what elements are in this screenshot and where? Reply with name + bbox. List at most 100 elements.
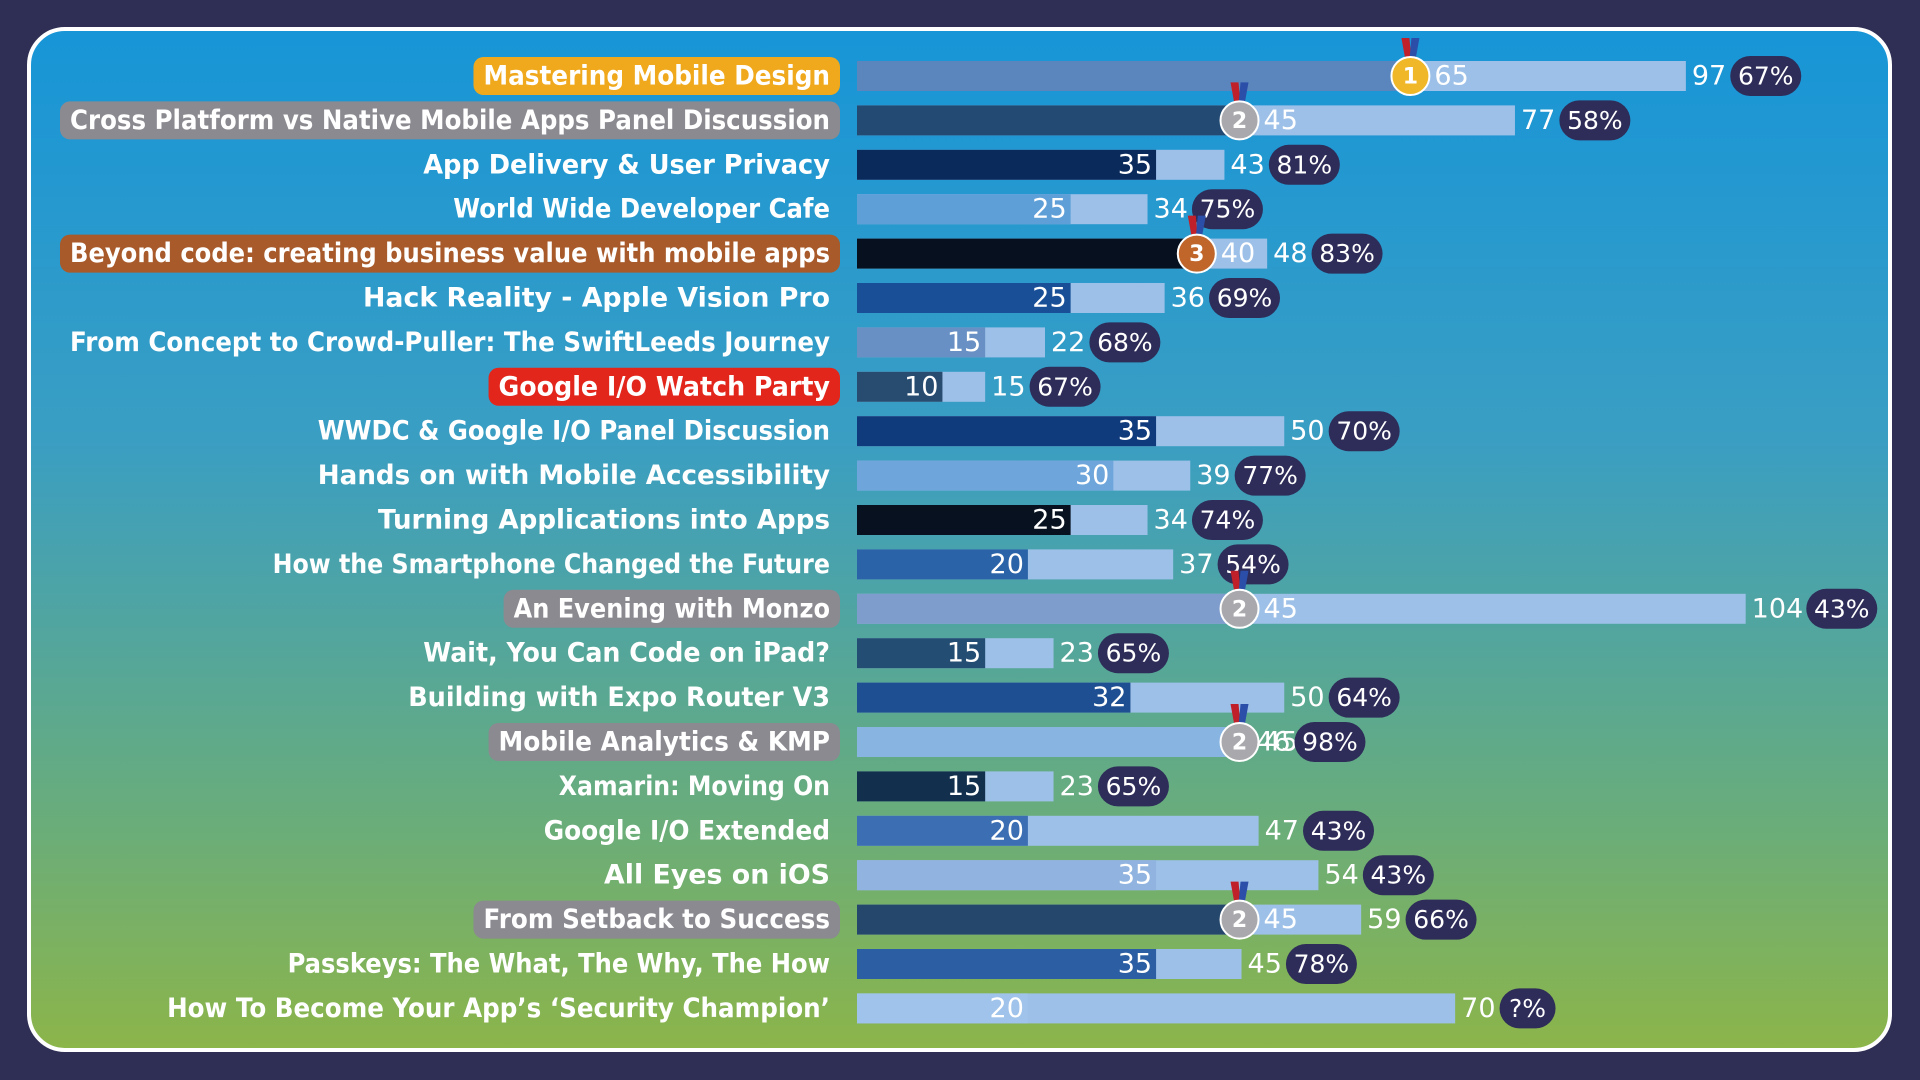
row-label: From Setback to Success: [484, 904, 831, 935]
attended-value: 15: [947, 771, 981, 802]
row-label: Google I/O Extended: [544, 815, 830, 846]
attended-bar: [857, 194, 1071, 225]
row-label: Xamarin: Moving On: [559, 771, 830, 802]
attended-value: 20: [990, 993, 1024, 1024]
registered-value: 70: [1461, 993, 1495, 1024]
medal-ribbon: [1230, 570, 1241, 593]
attended-value: 25: [1032, 194, 1066, 225]
registered-value: 34: [1154, 505, 1188, 536]
rate-value: 81%: [1277, 150, 1333, 179]
rate-pill: [1029, 366, 1101, 407]
row-label: How To Become Your App’s ‘Security Champ…: [167, 993, 830, 1024]
attended-bar: [857, 505, 1071, 535]
rate-pill: [1097, 633, 1169, 674]
registered-value: 37: [1179, 549, 1213, 580]
row-label: App Delivery & User Privacy: [423, 149, 830, 180]
row-label: WWDC & Google I/O Panel Discussion: [318, 416, 830, 447]
registered-value: 50: [1290, 416, 1324, 447]
medal-ribbon: [1238, 82, 1249, 105]
attended-bar: [857, 593, 1242, 624]
row-label: From Concept to Crowd-Puller: The SwiftL…: [70, 327, 830, 358]
attended-bar: [857, 105, 1242, 136]
medal-rank: 1: [1403, 65, 1418, 90]
attended-bar: [857, 682, 1131, 713]
row-label: Turning Applications into Apps: [378, 505, 830, 536]
rate-pill: [1405, 899, 1477, 940]
rate-pill: [1191, 500, 1263, 540]
registered-value: 23: [1060, 771, 1094, 802]
registered-value: 104: [1752, 593, 1804, 624]
rate-value: 70%: [1336, 417, 1392, 446]
rate-pill: [1268, 144, 1340, 185]
rate-pill: [1097, 766, 1169, 807]
attended-bar: [857, 993, 1028, 1024]
rate-value: 67%: [1037, 372, 1093, 401]
medal-icon: [1176, 233, 1217, 274]
medal-ribbon: [1238, 704, 1249, 726]
rate-value: 65%: [1106, 772, 1162, 801]
rate-value: 66%: [1413, 905, 1469, 934]
registered-value: 47: [1265, 815, 1299, 846]
registered-value: 43: [1230, 149, 1264, 180]
registered-value: 59: [1367, 904, 1401, 935]
rate-pill: [1191, 189, 1263, 230]
attended-bar: [857, 771, 986, 802]
registered-value: 48: [1273, 238, 1307, 269]
row-label: Google I/O Watch Party: [499, 371, 831, 402]
attended-value: 25: [1032, 505, 1066, 536]
rate-pill: [1328, 677, 1400, 718]
rate-value: 75%: [1200, 195, 1256, 224]
medal-rank: 2: [1232, 597, 1247, 622]
attended-value: 45: [1264, 593, 1298, 624]
rate-value: 74%: [1200, 506, 1256, 535]
rate-value: 67%: [1738, 62, 1794, 91]
attended-value: 32: [1092, 682, 1126, 713]
medal-rank: 2: [1232, 908, 1247, 933]
attended-value: 35: [1118, 416, 1152, 447]
registered-value: 50: [1290, 682, 1324, 713]
row-label-highlight: [60, 101, 840, 140]
attended-bar: [857, 815, 1028, 846]
medal-ribbon: [1409, 38, 1420, 60]
row-label-highlight: [473, 900, 840, 939]
medal-icon: [1219, 722, 1260, 762]
rate-value: 58%: [1567, 106, 1623, 135]
row-label: Hands on with Mobile Accessibility: [318, 460, 831, 491]
medal-ribbon: [1230, 704, 1241, 726]
rate-pill: [1806, 588, 1878, 629]
row-label: Hack Reality - Apple Vision Pro: [363, 283, 830, 314]
registered-value: 23: [1060, 638, 1094, 669]
attended-value: 25: [1032, 283, 1066, 314]
attended-bar: [857, 860, 1157, 891]
row-label: Building with Expo Router V3: [408, 682, 830, 713]
attended-value: 45: [1264, 904, 1298, 935]
registered-value: 54: [1324, 860, 1358, 891]
row-label: Mobile Analytics & KMP: [499, 727, 831, 758]
rate-pill: [1209, 278, 1281, 318]
rate-value: 83%: [1319, 239, 1375, 268]
registered-value: 46: [1256, 727, 1290, 758]
attended-value: 20: [990, 549, 1024, 580]
rate-value: 78%: [1294, 950, 1350, 979]
attended-bar: [857, 638, 986, 669]
rate-pill: [1294, 722, 1366, 762]
medal-rank: 2: [1232, 731, 1247, 756]
row-label-highlight: [488, 723, 840, 761]
medal-icon: [1219, 899, 1260, 940]
row-label: World Wide Developer Cafe: [453, 194, 830, 225]
attended-value: 40: [1221, 238, 1255, 269]
rate-pill: [1303, 810, 1375, 851]
row-label: Cross Platform vs Native Mobile Apps Pan…: [70, 105, 830, 136]
registered-value: 45: [1248, 949, 1282, 980]
row-label-highlight: [503, 589, 840, 628]
attended-value: 10: [904, 371, 938, 402]
attended-bar: [857, 283, 1071, 313]
row-label: Beyond code: creating business value wit…: [70, 238, 830, 269]
row-label: An Evening with Monzo: [514, 593, 830, 624]
medal-ribbon: [1230, 82, 1241, 105]
row-label: How the Smartphone Changed the Future: [273, 549, 830, 580]
medal-ribbon: [1401, 38, 1412, 60]
rate-pill: [1328, 411, 1400, 452]
rate-pill: [1559, 100, 1631, 141]
